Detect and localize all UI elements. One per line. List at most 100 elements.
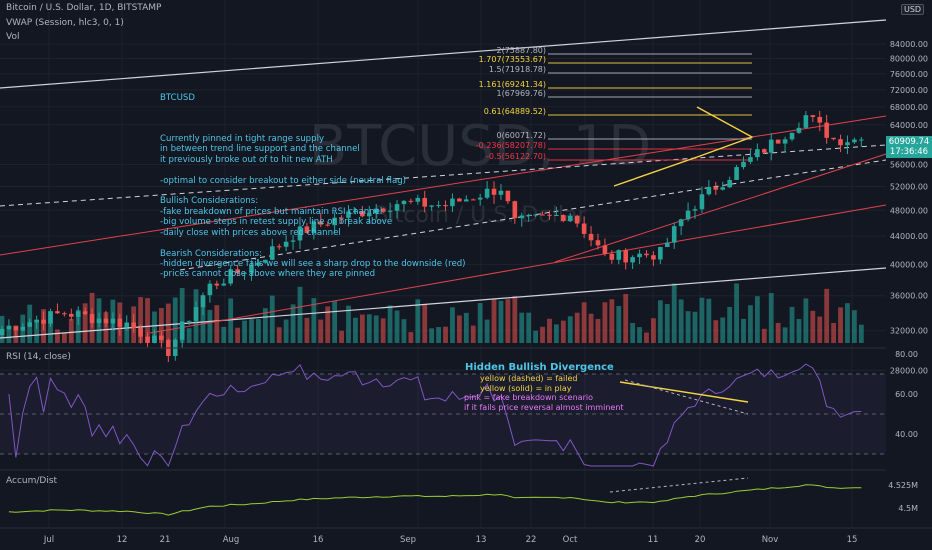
axis-bg [886,0,932,550]
rsi-tick: 40.00 [895,430,918,439]
candle-body [0,328,5,335]
volume-bar [491,299,497,343]
candle-body [242,272,247,274]
candle-body [332,217,337,226]
volume-bar [6,325,12,343]
volume-bar [145,298,150,343]
candle-body [131,322,136,328]
rsi-note-line: if it fails price reversal almost immine… [464,402,624,412]
price-tick: 40000.00 [890,260,928,269]
candle-body [824,122,829,138]
volume-bar [692,311,698,343]
candle-body [186,320,192,322]
candle-body [443,205,448,207]
currency-badge[interactable]: USD [901,4,925,15]
candle-body [48,311,53,324]
candle-body [658,247,663,260]
volume-legend[interactable]: Vol [6,32,20,42]
price-tick: 84000.00 [890,40,928,49]
candle-body [353,211,358,213]
candle-body [775,139,781,144]
volume-bar [429,328,435,343]
volume-bar [720,317,726,343]
channel-lower-red [149,204,887,334]
candle-body [401,200,407,205]
candle-body [269,246,275,260]
channel-lower-white [0,267,887,339]
price-tick: 36000.00 [890,292,928,301]
volume-bar [221,326,227,343]
rsi-legend[interactable]: RSI (14, close) [6,352,71,362]
candle-body [768,139,774,153]
volume-bar [138,297,143,343]
candle-body [685,210,691,220]
volume-bar [470,325,476,343]
volume-bar [796,318,802,343]
volume-bar [484,319,490,343]
volume-bar [283,319,289,343]
candlesticks[interactable] [0,110,864,363]
candle-body [484,188,490,198]
symbol-title[interactable]: Bitcoin / U.S. Dollar, 1D, BITSTAMP [6,3,162,13]
candle-body [678,219,684,227]
fib-label: 1.161(69241.34) [479,80,546,89]
volume-bar [436,327,441,343]
volume-bar [588,313,594,343]
volume-bar [734,283,739,343]
ad-line [8,484,862,516]
candle-body [782,139,788,144]
time-label: Nov [762,535,779,545]
volume-bar [498,300,504,343]
price-tick: 52000.00 [890,183,928,192]
volume-bar [415,299,421,343]
volume-bar [761,328,767,343]
volume-bar [325,306,331,343]
red-support-line [554,153,887,263]
candle-body [498,190,504,195]
fib-label: 1.707(73553.67) [479,55,546,64]
candle-body [713,187,719,190]
volume-bar [505,299,511,343]
vwap-legend[interactable]: VWAP (Session, hlc3, 0, 1) [6,18,124,28]
candle-body [145,336,150,343]
volume-bar [609,299,615,343]
volume-bar [512,296,518,343]
candle-body [283,241,289,247]
candle-body [339,217,344,219]
volume-bar [567,316,573,343]
volume-bar [228,298,234,343]
candle-body [561,215,566,221]
volume-bar [297,286,303,343]
candle-body [311,221,317,233]
volume-bar [637,327,642,343]
trend-channels [0,19,887,339]
price-axis: 84000.00 80000.00 76000.00 72000.00 68000.00… [886,0,932,550]
candle-body [595,240,601,246]
candle-body [810,115,816,117]
fib-label: -0.5(56122.70) [486,152,546,161]
volume-bar [547,318,552,343]
volume-bar [768,292,774,343]
last-price-badge: 60909.74 17:36:46 [886,136,932,158]
volume-bar [276,327,282,343]
candle-body [290,240,296,242]
symmetrical-triangle [613,106,754,187]
candle-body [34,319,39,323]
candle-body [138,327,143,337]
candle-body [581,223,587,234]
candle-body [602,245,608,254]
volume-bar [353,317,358,343]
price-tick: 76000.00 [890,70,928,79]
candle-body [554,215,559,217]
volume-bar [824,288,830,343]
volume-bar [519,312,525,343]
rsi-note-title: Hidden Bullish Divergence [465,362,614,373]
candle-body [450,198,455,207]
candle-body [360,211,365,217]
fib-label: 0(60071.72) [496,131,546,140]
ad-tick: 4.5M [898,504,918,513]
ad-legend[interactable]: Accum/Dist [6,476,58,486]
time-label: 11 [648,535,659,545]
price-tick: 80000.00 [890,55,928,64]
